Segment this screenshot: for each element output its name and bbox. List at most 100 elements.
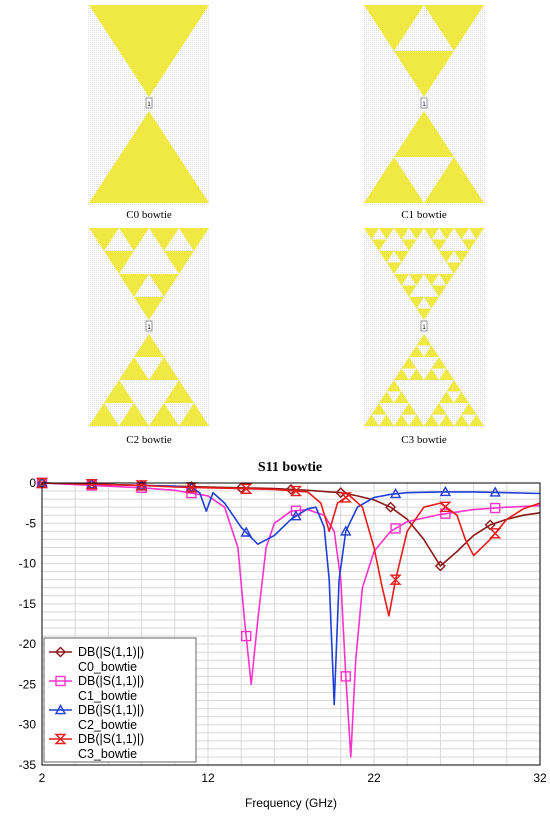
- fractal-triangle: [371, 239, 387, 251]
- fractal-triangle: [149, 403, 179, 426]
- data-point-marker: [389, 487, 402, 499]
- fractal-triangle: [439, 274, 454, 286]
- x-tick-label: 12: [201, 771, 215, 785]
- fractal-triangle: [409, 274, 424, 286]
- legend-item: DB(|S(1,1)|)C2_bowtie: [49, 703, 144, 732]
- fractal-triangle: [424, 297, 439, 309]
- fractal-triangle: [164, 251, 194, 274]
- fractal-triangle: [446, 380, 462, 392]
- data-point-marker: [489, 486, 501, 497]
- fractal-triangle: [409, 345, 424, 357]
- fractal-triangle: [454, 228, 469, 240]
- fractal-triangle: [119, 357, 149, 380]
- fractal-triangle: [424, 345, 439, 357]
- legend-item: DB(|S(1,1)|)C3_bowtie: [49, 732, 144, 761]
- legend-series-name: C2_bowtie: [78, 718, 137, 732]
- fractal-triangle: [371, 403, 387, 415]
- data-point-marker: [35, 477, 49, 489]
- data-point-marker: [85, 479, 98, 490]
- bowtie-antenna-c3: 1: [364, 228, 484, 426]
- fractal-triangle: [119, 228, 149, 251]
- fractal-triangle: [394, 391, 409, 403]
- fractal-triangle: [409, 368, 424, 380]
- fractal-triangle: [454, 391, 469, 403]
- port-number: 1: [422, 102, 426, 108]
- plot-frame: [41, 482, 541, 766]
- s11-chart: S11 bowtie 0 -5 -10 -15 -20 -25 -30 -35 2 12 22 32…: [19, 460, 547, 810]
- fractal-triangle: [164, 380, 194, 403]
- x-tick-labels: 2 12 22 32: [39, 771, 547, 785]
- data-point-marker: [240, 630, 252, 642]
- x-tick-label: 32: [533, 771, 547, 785]
- fractal-triangle: [431, 285, 447, 297]
- fractal-triangle: [364, 157, 424, 203]
- fractal-triangle: [461, 403, 477, 415]
- data-point-marker: [240, 526, 252, 537]
- y-tick-label: -5: [25, 516, 36, 530]
- data-point-marker: [289, 485, 303, 497]
- legend-series-name: C0_bowtie: [78, 660, 137, 674]
- fractal-triangle: [454, 251, 469, 263]
- fractal-triangle: [431, 239, 447, 251]
- fractal-triangle: [394, 111, 454, 157]
- fractal-triangle: [379, 391, 394, 403]
- bowtie-antenna-c0: 1: [89, 5, 209, 203]
- fractal-triangle: [134, 334, 164, 357]
- fractal-triangle: [409, 414, 424, 426]
- fractal-triangle: [149, 357, 179, 380]
- legend-marker: [54, 704, 67, 715]
- data-point-marker: [339, 492, 352, 503]
- x-axis-label: Frequency (GHz): [245, 796, 337, 810]
- panel-label-c1: C1 bowtie: [401, 209, 447, 221]
- feed-port: [420, 320, 428, 332]
- fractal-triangle: [469, 414, 484, 426]
- fractal-triangle: [439, 228, 454, 240]
- legend-item: DB(|S(1,1)|)C0_bowtie: [49, 645, 144, 674]
- fractal-triangle: [119, 403, 149, 426]
- fractal-triangle: [89, 403, 119, 426]
- fractal-triangle: [424, 157, 484, 203]
- feed-port: [420, 97, 428, 109]
- fractal-triangle: [89, 228, 119, 251]
- legend-label: DB(|S(1,1)|): [78, 674, 144, 688]
- data-point-marker: [440, 508, 451, 519]
- fractal-panels: 1 1 1 1: [88, 5, 485, 428]
- fractal-triangle: [424, 368, 439, 380]
- fractal-triangle: [134, 297, 164, 320]
- fractal-triangle: [401, 285, 417, 297]
- y-tick-label: -25: [19, 677, 37, 691]
- x-tick-label: 22: [367, 771, 381, 785]
- fractal-triangle: [104, 380, 134, 403]
- fractal-triangle: [409, 297, 424, 309]
- data-point-marker: [340, 525, 352, 536]
- fractal-triangle: [119, 274, 149, 297]
- fractal-triangle: [401, 403, 417, 415]
- y-tick-labels: 0 -5 -10 -15 -20 -25 -30 -35: [19, 476, 37, 772]
- series-group: [35, 477, 541, 758]
- y-tick-label: -35: [19, 758, 37, 772]
- fractal-triangle: [454, 414, 469, 426]
- fractal-triangle: [394, 51, 454, 97]
- fractal-triangle: [364, 5, 424, 51]
- series-C3_bowtie: [35, 477, 541, 617]
- fractal-triangle: [469, 228, 484, 240]
- data-point-marker: [285, 483, 297, 495]
- fractal-triangle: [179, 228, 209, 251]
- fractal-triangle: [364, 414, 379, 426]
- legend-series-name: C1_bowtie: [78, 689, 137, 703]
- feed-port: [145, 320, 153, 332]
- fractal-triangle: [424, 5, 484, 51]
- fractal-triangle: [386, 380, 402, 392]
- fractal-triangle: [439, 368, 454, 380]
- data-point-marker: [439, 485, 452, 497]
- fractal-triangle: [394, 228, 409, 240]
- y-tick-label: -15: [19, 597, 37, 611]
- data-point-marker: [389, 574, 402, 585]
- legend-item: DB(|S(1,1)|)C1_bowtie: [49, 674, 144, 703]
- data-point-marker: [239, 483, 253, 494]
- fractal-triangle: [394, 251, 409, 263]
- legend-marker: [54, 733, 67, 745]
- port-number: 1: [147, 102, 151, 108]
- fractal-triangle: [394, 368, 409, 380]
- panel-label-c3: C3 bowtie: [401, 434, 447, 446]
